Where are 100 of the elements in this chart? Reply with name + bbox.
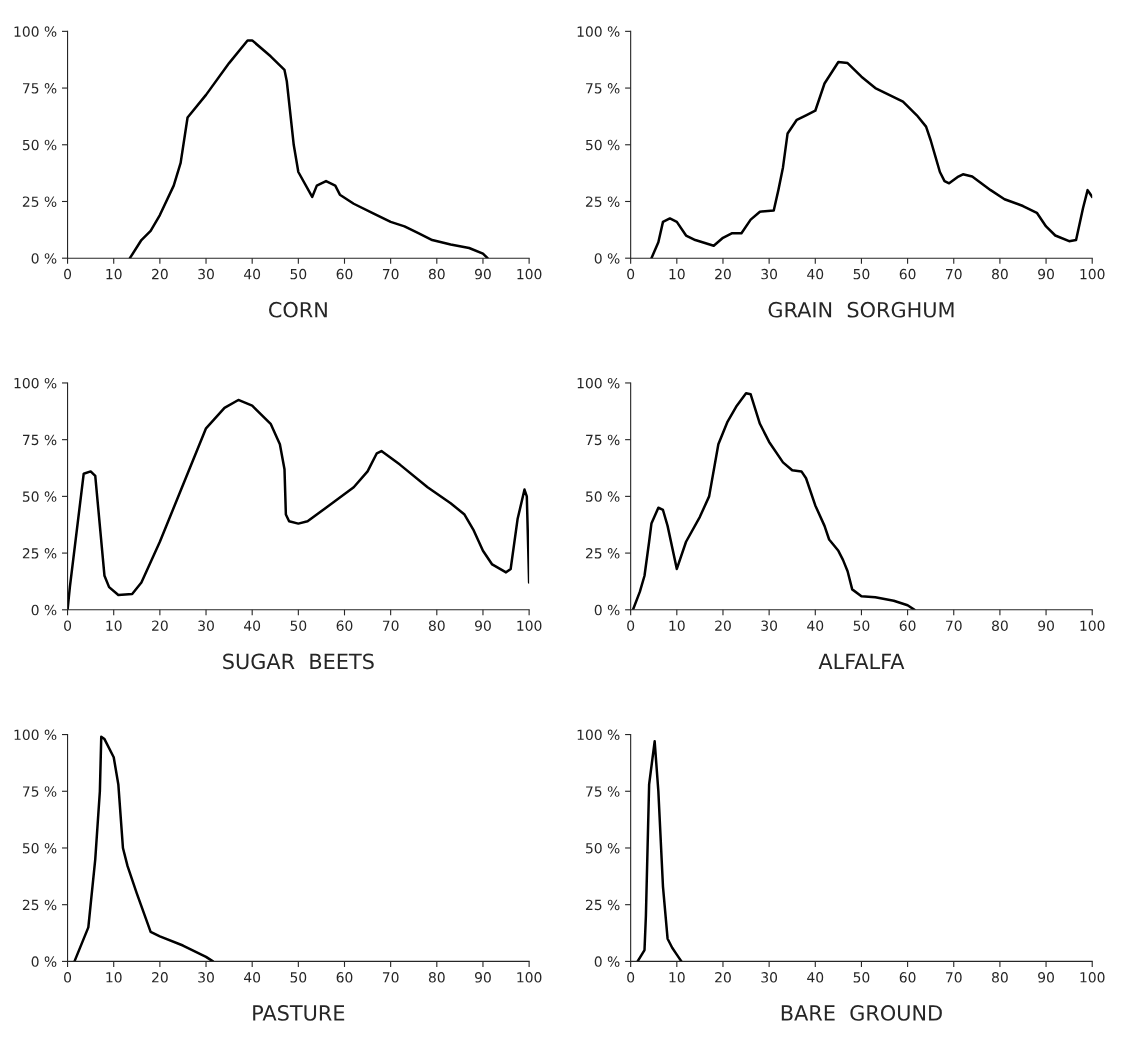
y-tick-label: 50 % xyxy=(586,842,620,854)
x-tick-label: 0 xyxy=(64,620,72,631)
y-tick-label: 75 % xyxy=(23,83,57,94)
x-tick-label: 20 xyxy=(152,620,168,631)
x-tick-label: 90 xyxy=(475,620,491,631)
x-tick-label: 20 xyxy=(715,620,731,631)
x-tick-label: 30 xyxy=(198,972,214,983)
x-tick-label: 70 xyxy=(382,268,399,280)
y-tick-label: 0 % xyxy=(31,956,57,967)
y-tick-label: 75 % xyxy=(586,786,620,797)
x-tick-label: 10 xyxy=(669,972,685,983)
x-tick-label: 30 xyxy=(761,972,778,983)
x-tick-label: 50 xyxy=(853,620,870,631)
x-tick-label: 90 xyxy=(475,268,491,280)
y-tick-label: 75 % xyxy=(586,83,620,94)
y-tick-label: 100 % xyxy=(14,26,57,37)
x-tick-label: 20 xyxy=(152,268,168,280)
y-tick-label: 0 % xyxy=(31,253,57,264)
x-tick-label: 20 xyxy=(715,268,731,280)
y-tick-label: 25 % xyxy=(22,548,57,559)
x-tick-label: 50 xyxy=(290,268,307,280)
y-tick-label: 50 % xyxy=(22,139,57,151)
y-tick-label: 75 % xyxy=(23,786,57,797)
x-tick-label: 0 xyxy=(627,972,635,983)
y-tick-label: 0 % xyxy=(594,604,620,616)
x-axis-title: CORN xyxy=(269,301,327,318)
x-tick-label: 80 xyxy=(992,268,1008,280)
x-tick-label: 60 xyxy=(336,972,353,983)
y-tick-label: 100 % xyxy=(577,729,620,741)
y-tick-label: 0 % xyxy=(594,253,620,264)
x-tick-label: 70 xyxy=(382,620,399,631)
x-tick-label: 90 xyxy=(1038,620,1054,631)
x-axis-title: ALFALFA xyxy=(818,653,905,669)
x-tick-label: 0 xyxy=(627,620,635,631)
y-tick-label: 25 % xyxy=(585,899,620,911)
x-tick-label: 10 xyxy=(669,268,685,280)
x-tick-label: 0 xyxy=(627,268,635,280)
x-tick-label: 80 xyxy=(992,972,1008,983)
x-tick-label: 70 xyxy=(946,620,962,631)
x-tick-label: 60 xyxy=(899,972,916,983)
x-tick-label: 30 xyxy=(198,620,214,631)
x-tick-label: 40 xyxy=(807,620,824,631)
x-tick-label: 80 xyxy=(428,620,445,631)
y-tick-label: 25 % xyxy=(22,899,57,911)
x-tick-label: 80 xyxy=(428,972,445,983)
x-tick-label: 30 xyxy=(761,620,778,631)
x-tick-label: 90 xyxy=(1038,268,1054,280)
y-tick-label: 25 % xyxy=(585,196,620,207)
x-tick-label: 60 xyxy=(899,268,916,280)
x-tick-label: 40 xyxy=(807,972,824,983)
x-tick-label: 0 xyxy=(64,268,72,280)
y-tick-label: 0 % xyxy=(31,604,57,616)
x-tick-label: 40 xyxy=(244,972,261,983)
x-tick-label: 90 xyxy=(1038,972,1054,983)
x-axis-title: PASTURE xyxy=(253,1005,345,1021)
x-axis-title: GRAIN SORGHUM xyxy=(768,301,954,318)
x-tick-label: 20 xyxy=(152,972,168,983)
x-tick-label: 100 xyxy=(517,620,542,631)
y-tick-label: 100 % xyxy=(577,26,620,37)
y-tick-label: 50 % xyxy=(586,491,620,502)
y-tick-label: 75 % xyxy=(23,434,57,446)
x-tick-label: 50 xyxy=(853,972,870,983)
x-tick-label: 80 xyxy=(992,620,1008,631)
x-tick-label: 0 xyxy=(64,972,72,983)
y-tick-label: 100 % xyxy=(577,377,620,389)
x-tick-label: 100 xyxy=(1080,620,1105,631)
x-tick-label: 40 xyxy=(244,620,261,631)
x-tick-label: 80 xyxy=(428,268,445,280)
x-axis-title: SUGAR BEETS xyxy=(223,653,374,670)
y-tick-label: 50 % xyxy=(586,139,620,151)
x-tick-label: 10 xyxy=(106,972,122,983)
x-tick-label: 30 xyxy=(198,268,214,280)
line-series xyxy=(128,39,489,259)
y-tick-label: 25 % xyxy=(22,196,57,207)
x-tick-label: 50 xyxy=(290,620,307,631)
x-tick-label: 70 xyxy=(382,972,399,983)
x-tick-label: 100 xyxy=(1080,972,1105,983)
x-tick-label: 50 xyxy=(853,268,870,280)
x-tick-label: 10 xyxy=(106,620,122,631)
x-tick-label: 60 xyxy=(899,620,916,631)
x-tick-label: 50 xyxy=(290,972,307,983)
y-tick-label: 50 % xyxy=(22,842,57,854)
y-tick-label: 25 % xyxy=(585,548,620,559)
x-tick-label: 100 xyxy=(1080,268,1105,280)
line-series xyxy=(73,735,215,962)
x-tick-label: 60 xyxy=(336,620,353,631)
x-tick-label: 20 xyxy=(715,972,731,983)
x-tick-label: 10 xyxy=(669,620,685,631)
x-tick-label: 90 xyxy=(475,972,491,983)
x-tick-label: 70 xyxy=(946,972,962,983)
x-tick-label: 30 xyxy=(761,268,778,280)
y-tick-label: 0 % xyxy=(594,956,620,967)
y-tick-label: 100 % xyxy=(14,377,57,389)
line-series xyxy=(636,740,683,962)
y-tick-label: 100 % xyxy=(14,729,57,741)
x-axis-title: BARE GROUND xyxy=(781,1005,942,1021)
x-tick-label: 40 xyxy=(807,268,824,280)
y-tick-label: 50 % xyxy=(22,491,57,502)
line-series xyxy=(650,60,1093,259)
x-tick-label: 10 xyxy=(106,268,122,280)
